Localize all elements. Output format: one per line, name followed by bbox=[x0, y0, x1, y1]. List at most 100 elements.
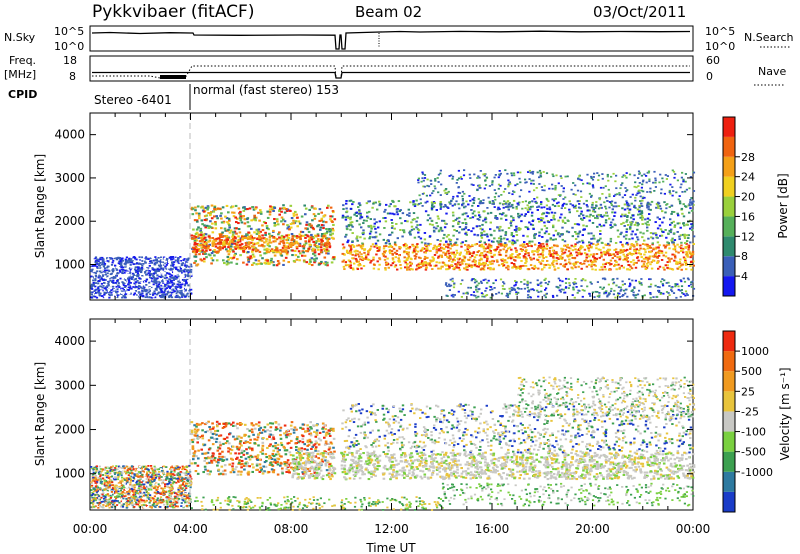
echo-cell bbox=[269, 259, 273, 262]
echo-cell bbox=[570, 266, 573, 269]
echo-cell bbox=[344, 216, 347, 219]
echo-cell bbox=[504, 259, 507, 262]
echo-cell bbox=[275, 264, 279, 267]
echo-cell bbox=[256, 241, 260, 244]
echo-cell bbox=[482, 199, 485, 202]
echo-cell bbox=[151, 267, 154, 269]
echo-cell bbox=[102, 269, 105, 272]
echo-cell bbox=[468, 252, 472, 255]
echo-cell bbox=[503, 200, 506, 203]
echo-cell bbox=[140, 263, 143, 265]
echo-cell bbox=[601, 268, 604, 271]
echo-cell bbox=[126, 261, 129, 264]
echo-cell bbox=[356, 250, 359, 253]
echo-cell bbox=[483, 218, 487, 221]
echo-cell bbox=[689, 201, 692, 203]
echo-cell bbox=[277, 262, 281, 265]
echo-cell bbox=[581, 246, 584, 249]
echo-cell bbox=[445, 240, 448, 243]
echo-cell bbox=[191, 213, 195, 216]
echo-cell bbox=[499, 184, 502, 187]
echo-cell bbox=[598, 268, 602, 271]
echo-cell bbox=[347, 216, 350, 219]
echo-cell bbox=[243, 248, 247, 251]
echo-cell bbox=[510, 257, 513, 260]
echo-cell bbox=[106, 276, 109, 278]
echo-cell bbox=[115, 269, 118, 271]
echo-cell bbox=[613, 195, 616, 197]
echo-cell bbox=[435, 227, 438, 230]
echo-cell bbox=[151, 277, 154, 280]
echo-cell bbox=[512, 199, 516, 202]
echo-cell bbox=[423, 185, 426, 188]
echo-cell bbox=[139, 267, 142, 270]
echo-cell bbox=[611, 211, 614, 214]
echo-cell bbox=[648, 180, 651, 183]
echo-cell bbox=[282, 263, 285, 266]
echo-cell bbox=[398, 254, 401, 257]
echo-cell bbox=[134, 266, 137, 269]
echo-cell bbox=[317, 253, 321, 256]
echo-cell bbox=[567, 231, 571, 234]
echo-cell bbox=[439, 267, 442, 270]
echo-cell bbox=[524, 264, 528, 267]
echo-cell bbox=[349, 228, 352, 231]
echo-cell bbox=[116, 288, 119, 291]
echo-cell bbox=[608, 253, 612, 256]
echo-cell bbox=[580, 267, 583, 270]
echo-cell bbox=[399, 264, 402, 266]
echo-cell bbox=[605, 211, 608, 214]
echo-cell bbox=[298, 244, 301, 247]
echo-cell bbox=[151, 268, 154, 270]
echo-cell bbox=[316, 225, 319, 228]
echo-cell bbox=[496, 260, 499, 263]
echo-cell bbox=[94, 278, 97, 280]
echo-cell bbox=[331, 210, 335, 213]
echo-cell bbox=[426, 178, 429, 181]
echo-cell bbox=[552, 214, 556, 217]
echo-cell bbox=[305, 221, 309, 224]
echo-cell bbox=[399, 246, 402, 249]
echo-cell bbox=[417, 229, 421, 232]
echo-cell bbox=[90, 286, 93, 289]
echo-cell bbox=[230, 243, 234, 246]
echo-cell bbox=[642, 179, 645, 182]
echo-cell bbox=[346, 251, 349, 254]
echo-cell bbox=[603, 214, 606, 217]
echo-cell bbox=[578, 203, 581, 205]
echo-cell bbox=[154, 295, 157, 297]
echo-cell bbox=[625, 200, 628, 203]
echo-cell bbox=[307, 240, 311, 243]
echo-cell bbox=[190, 288, 193, 291]
echo-cell bbox=[551, 187, 554, 190]
echo-cell bbox=[355, 219, 359, 222]
echo-cell bbox=[107, 281, 110, 283]
echo-cell bbox=[638, 189, 641, 192]
echo-cell bbox=[239, 237, 243, 240]
echo-cell bbox=[121, 277, 124, 280]
echo-cell bbox=[186, 265, 189, 267]
echo-cell bbox=[632, 263, 635, 266]
echo-cell bbox=[630, 221, 633, 224]
echo-cell bbox=[291, 254, 294, 257]
echo-cell bbox=[621, 207, 624, 210]
echo-cell bbox=[672, 170, 676, 173]
echo-cell bbox=[345, 207, 348, 210]
echo-cell bbox=[510, 215, 513, 218]
echo-cell bbox=[101, 279, 105, 281]
echo-cell bbox=[549, 253, 553, 256]
echo-cell bbox=[413, 254, 416, 257]
echo-cell bbox=[214, 227, 218, 230]
echo-cell bbox=[247, 241, 251, 244]
echo-cell bbox=[483, 210, 486, 213]
echo-cell bbox=[446, 191, 449, 194]
echo-cell bbox=[213, 208, 216, 211]
echo-cell bbox=[183, 284, 187, 287]
echo-cell bbox=[95, 292, 98, 294]
echo-cell bbox=[456, 263, 459, 266]
echo-cell bbox=[122, 284, 125, 286]
echo-cell bbox=[189, 279, 192, 282]
echo-cell bbox=[531, 240, 534, 243]
echo-cell bbox=[680, 183, 683, 186]
power-data-layer bbox=[90, 169, 696, 299]
